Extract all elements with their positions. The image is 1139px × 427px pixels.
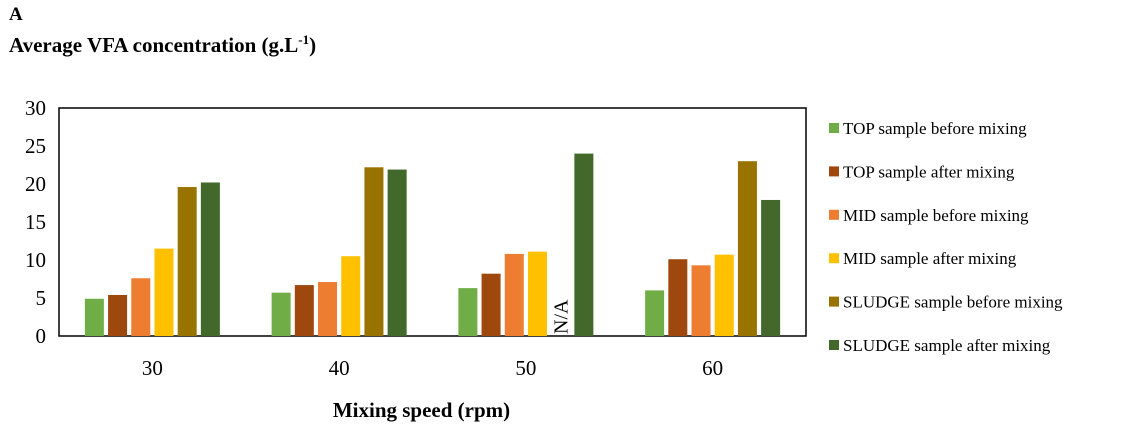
y-tick-label: 5 [36,286,47,310]
bar [574,154,593,336]
bar [85,299,104,336]
legend-label: TOP sample before mixing [843,119,1027,138]
legend-swatch [829,253,839,263]
legend-label: TOP sample after mixing [843,162,1015,181]
bar [482,274,501,336]
x-axis-label: Mixing speed (rpm) [333,398,510,422]
bar [295,285,314,336]
bar [272,293,291,336]
legend-swatch [829,166,839,176]
x-tick-label: 50 [515,356,536,380]
bar [668,259,687,336]
legend-label: SLUDGE sample after mixing [843,336,1051,355]
legend-label: MID sample after mixing [843,249,1017,268]
legend-swatch [829,210,839,220]
bar [108,295,127,336]
bar [131,278,150,336]
bar [692,265,711,336]
x-tick-label: 60 [702,356,723,380]
bar [364,167,383,336]
legend-label: SLUDGE sample before mixing [843,293,1063,312]
bar [715,255,734,336]
y-tick-label: 0 [36,324,47,348]
y-tick-label: 25 [25,134,46,158]
y-tick-label: 20 [25,172,46,196]
bar [528,252,547,336]
bar [318,282,337,336]
bar [738,161,757,336]
legend: TOP sample before mixing TOP sample after… [829,119,1063,355]
bar [341,256,360,336]
y-tick-label: 30 [25,96,46,120]
bar [458,288,477,336]
x-tick-label: 30 [142,356,163,380]
x-tick-label: 40 [329,356,350,380]
plot-area: 0 5 10 15 20 25 30 30 40 50 60 N/A [25,96,806,380]
legend-swatch [829,340,839,350]
y-tick-label: 15 [25,210,46,234]
bar [761,200,780,336]
bar [154,249,173,336]
bar [505,254,524,336]
legend-swatch [829,297,839,307]
legend-swatch [829,123,839,133]
bar [645,290,664,336]
bar [201,182,220,336]
legend-label: MID sample before mixing [843,206,1029,225]
na-annotation: N/A [551,299,573,334]
bar [178,187,197,336]
bar [388,170,407,336]
y-tick-label: 10 [25,248,46,272]
